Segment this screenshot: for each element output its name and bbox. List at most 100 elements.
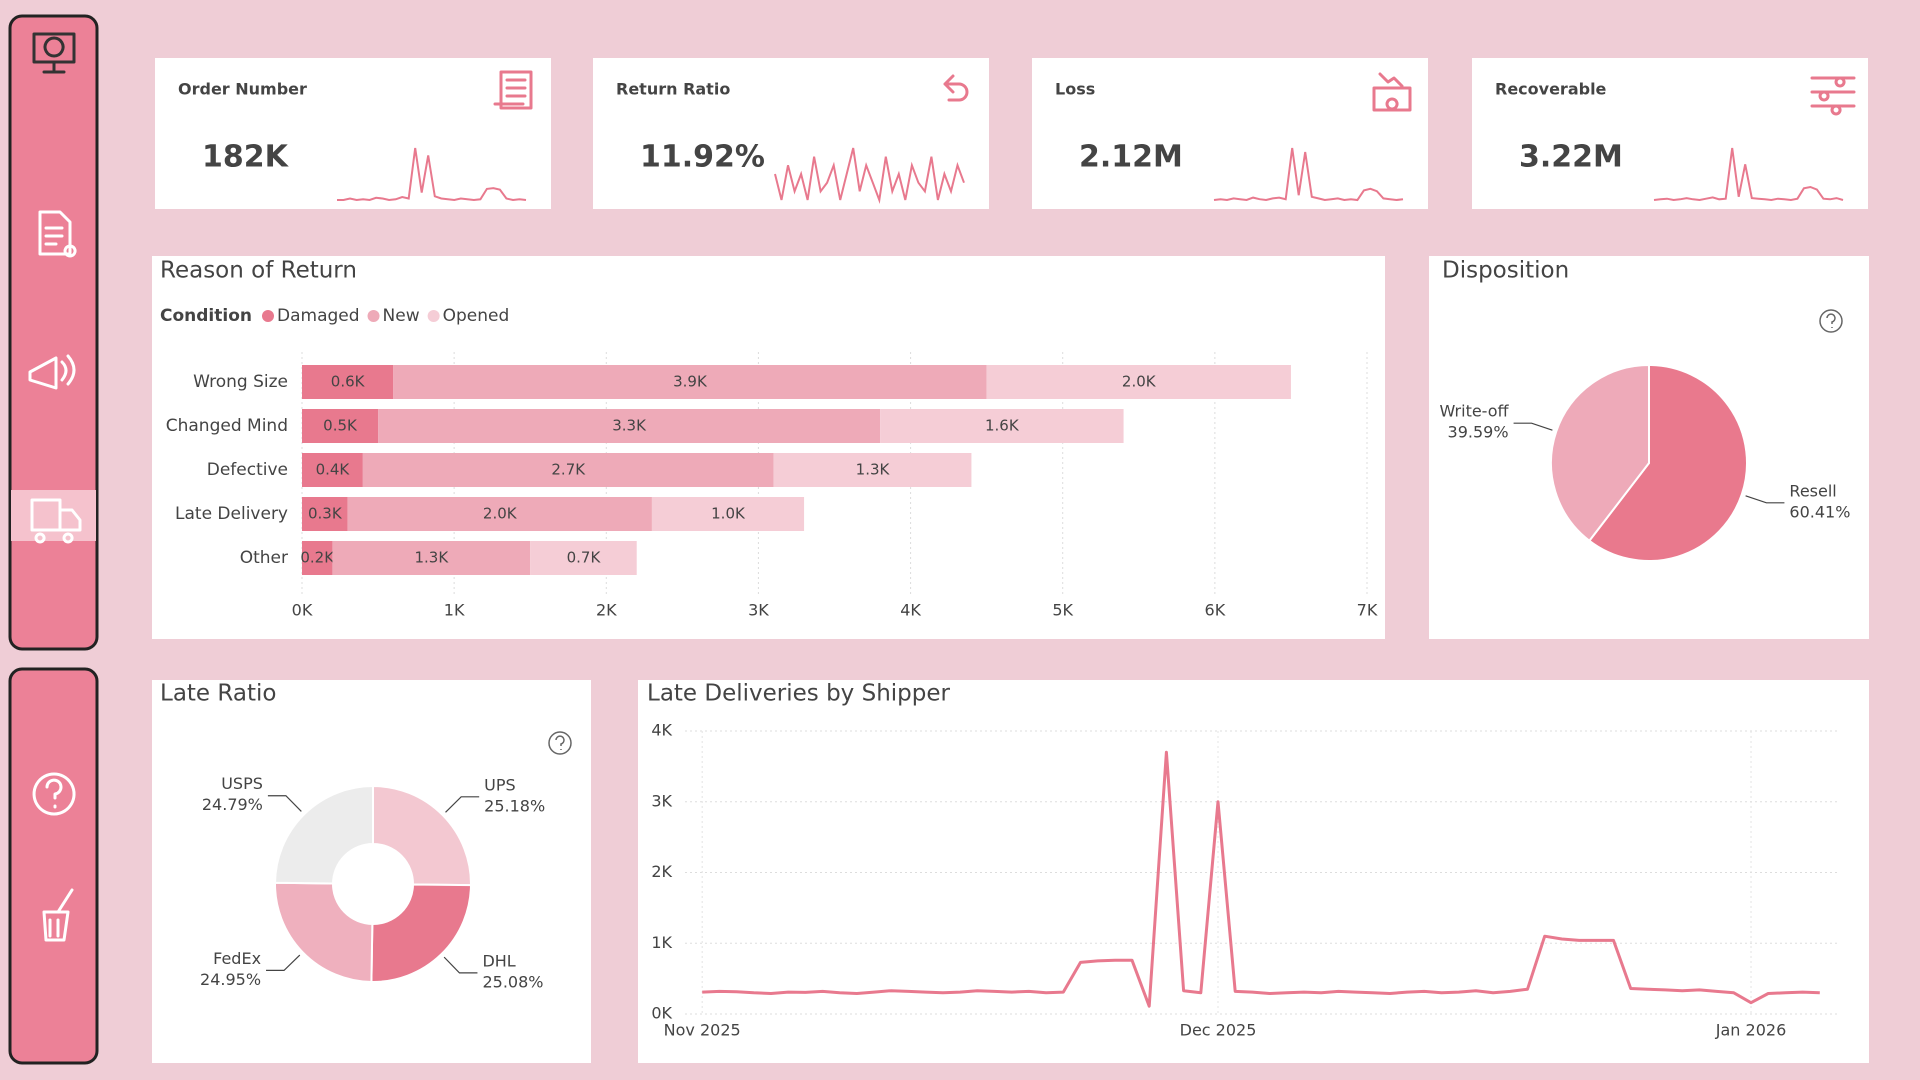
data-label: 2.0K: [1122, 373, 1157, 391]
x-tick-label: 4K: [900, 601, 921, 620]
bar-segment: [880, 409, 1124, 443]
slice-value-label: 25.18%: [484, 796, 545, 815]
bar-segment: [302, 409, 379, 443]
bar-segment: [332, 541, 531, 575]
nav-clear-icon[interactable]: [42, 888, 74, 942]
data-label: 0.4K: [316, 461, 351, 479]
y-tick-label: 3K: [651, 791, 672, 810]
kpi-icon: [493, 70, 533, 110]
nav-shipping-icon[interactable]: [30, 498, 82, 544]
y-tick-label: Defective: [207, 460, 288, 480]
legend-marker: [367, 310, 380, 322]
slice-label: UPS: [484, 775, 516, 794]
donut-slice: [273, 784, 374, 885]
panel: [1032, 58, 1428, 209]
legend-label: Damaged: [277, 306, 360, 326]
bar-segment: [530, 541, 637, 575]
data-label: 1.3K: [856, 461, 891, 479]
legend-marker: [427, 310, 440, 322]
nav-help-icon[interactable]: [32, 772, 76, 816]
panel: [152, 256, 1385, 639]
panel: [593, 58, 989, 209]
help-icon[interactable]: [548, 731, 572, 755]
leader-line: [266, 954, 301, 971]
help-icon-mark: [555, 735, 565, 750]
data-label: 0.6K: [331, 373, 366, 391]
leader-line: [445, 796, 480, 813]
y-tick-label: 1K: [651, 933, 672, 952]
nav-home-icon[interactable]: [32, 32, 76, 74]
bar-segment: [362, 453, 774, 487]
nav-highlight[interactable]: [11, 490, 96, 541]
kpi-sparkline: [1213, 147, 1404, 202]
help-icon[interactable]: [1819, 309, 1843, 333]
slice-label: FedEx: [213, 949, 261, 968]
bar-segment: [347, 497, 652, 531]
x-tick-label: Jan 2026: [1715, 1021, 1786, 1040]
y-tick-label: Wrong Size: [193, 372, 288, 392]
x-tick-label: 1K: [444, 601, 465, 620]
legend-title: Condition: [160, 306, 252, 326]
sidebar-top: [8, 14, 99, 651]
bar-segment: [393, 365, 987, 399]
donut-slice: [370, 883, 473, 983]
leader-line: [1745, 495, 1785, 504]
legend-marker: [262, 310, 274, 322]
data-label: 1.3K: [414, 549, 449, 567]
panel: [1472, 58, 1868, 209]
x-tick-label: 3K: [748, 601, 769, 620]
y-tick-label: 2K: [651, 862, 672, 881]
kpi-title: Return Ratio: [616, 80, 730, 99]
slice-value-label: 25.08%: [482, 972, 543, 991]
nav-report-icon[interactable]: [38, 210, 77, 258]
data-label: 1.0K: [711, 505, 746, 523]
bar-segment: [986, 365, 1291, 399]
y-tick-label: 4K: [651, 721, 672, 740]
pie-slice: [1587, 363, 1748, 562]
data-label: 2.0K: [483, 505, 518, 523]
nav-campaign-icon[interactable]: [28, 354, 76, 390]
x-tick-label: 6K: [1205, 601, 1226, 620]
kpi-icon: [943, 74, 969, 102]
data-label: 2.7K: [551, 461, 586, 479]
panel: [638, 680, 1869, 1063]
kpi-value: 3.22M: [1519, 140, 1623, 175]
x-tick-label: 5K: [1052, 601, 1073, 620]
y-tick-label: Late Delivery: [175, 504, 288, 524]
kpi-title: Loss: [1055, 80, 1095, 99]
bar-segment: [302, 453, 363, 487]
data-label: 0.3K: [308, 505, 343, 523]
bar-segment: [378, 409, 881, 443]
kpi-title: Recoverable: [1495, 80, 1607, 99]
data-label: 1.6K: [985, 417, 1020, 435]
kpi-value: 11.92%: [640, 140, 765, 175]
pie-slice: [1549, 363, 1650, 543]
slice-label: DHL: [482, 951, 515, 970]
slice-label: Resell: [1789, 481, 1836, 500]
data-label: 0.5K: [323, 417, 358, 435]
kpi-sparkline: [774, 147, 965, 204]
bar-segment: [651, 497, 805, 531]
kpi-sparkline: [337, 147, 527, 202]
bar-segment: [773, 453, 972, 487]
sidebar-bottom: [8, 667, 99, 1065]
line-series: [702, 750, 1820, 1008]
kpi-icon: [1810, 76, 1856, 116]
y-tick-label: Changed Mind: [166, 416, 288, 436]
donut-slice: [372, 784, 472, 887]
kpi-value: 182K: [202, 140, 290, 175]
leader-line: [443, 956, 478, 974]
chart-title: Disposition: [1442, 258, 1569, 284]
bar-segment: [302, 365, 394, 399]
leader-line: [1513, 422, 1553, 431]
kpi-title: Order Number: [178, 80, 307, 99]
slice-label: USPS: [221, 774, 263, 793]
help-icon-mark: [1826, 313, 1836, 328]
data-label: 0.2K: [300, 549, 335, 567]
chart-title: Late Deliveries by Shipper: [647, 681, 951, 707]
x-tick-label: 7K: [1357, 601, 1378, 620]
x-tick-label: 2K: [596, 601, 617, 620]
legend-label: New: [383, 306, 420, 326]
x-tick-label: 0K: [292, 601, 313, 620]
